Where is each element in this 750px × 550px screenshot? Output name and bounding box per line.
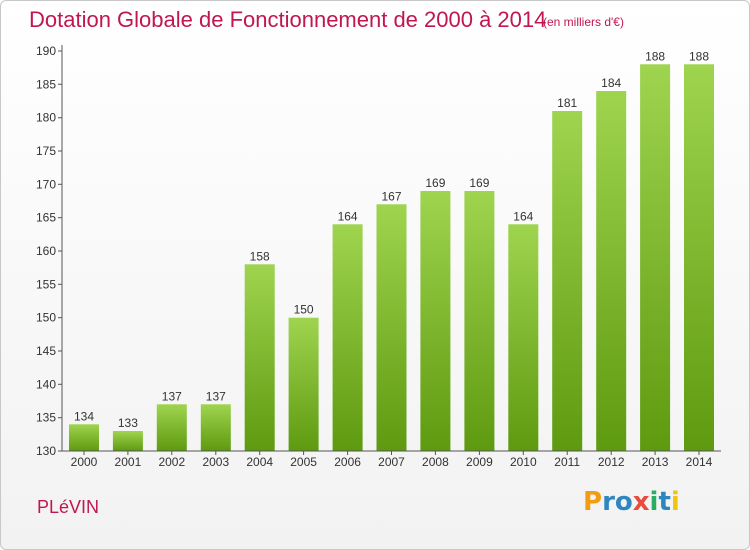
y-tick-label: 155 [36,277,56,291]
x-tick-label: 2005 [290,455,317,469]
y-tick-label: 180 [36,111,56,125]
x-tick-label: 2004 [246,455,273,469]
bar-2012 [596,91,627,451]
data-label-2000: 134 [74,409,94,423]
axes-layer: 2000 2001 2002 2003 2004 2005 2006 2007 2008 2009… [36,44,721,469]
logo-letter: r [602,487,615,517]
data-label-2001: 133 [118,416,138,430]
x-tick-label: 2007 [378,455,405,469]
x-tick-label: 2001 [115,455,142,469]
x-tick-label: 2012 [598,455,625,469]
data-label-2009: 169 [469,176,489,190]
data-label-2012: 184 [601,76,621,90]
x-tick-label: 2008 [422,455,449,469]
proxiti-logo[interactable]: Proxiti [583,487,680,517]
logo-letter: P [583,487,603,517]
logo-letter: i [670,487,680,517]
data-label-2003: 137 [206,389,226,403]
data-label-2004: 158 [250,249,270,263]
data-label-2014: 188 [689,49,709,63]
x-tick-label: 2002 [158,455,185,469]
bar-2006 [332,224,363,451]
y-tick-label: 185 [36,77,56,91]
chart-title: Dotation Globale de Fonctionnement de 20… [29,7,547,32]
y-tick-label: 150 [36,311,56,325]
data-label-2002: 137 [162,389,182,403]
x-tick-label: 2009 [466,455,493,469]
bar-2009 [464,191,495,451]
y-tick-label: 165 [36,211,56,225]
bar-2000 [69,424,99,451]
y-tick-label: 135 [36,411,56,425]
bar-2013 [640,64,671,452]
bar-2005 [288,317,319,451]
y-tick-label: 170 [36,177,56,191]
bar-2011 [552,111,583,451]
data-label-2007: 167 [381,189,401,203]
bar-2007 [376,204,407,451]
data-label-2005: 150 [294,303,314,317]
logo-letter: t [658,487,671,517]
y-tick-label: 190 [36,44,56,58]
x-tick-label: 2013 [642,455,669,469]
logo-letter: i [649,487,659,517]
x-tick-label: 2010 [510,455,537,469]
bar-2008 [420,191,451,451]
data-label-2011: 181 [557,96,577,110]
bar-2010 [508,224,539,451]
data-label-2013: 188 [645,49,665,63]
bar-2003 [200,404,231,451]
x-tick-label: 2003 [202,455,229,469]
bars-layer: 134 133 137 137 158 150 164 167 169 169 164 181 184 1… [69,49,714,452]
bar-2001 [112,431,143,451]
bar-2002 [156,404,187,451]
y-tick-label: 160 [36,244,56,258]
x-tick-label: 2006 [334,455,361,469]
x-tick-label: 2014 [686,455,713,469]
y-tick-label: 175 [36,144,56,158]
x-tick-label: 2000 [71,455,98,469]
logo-letter: o [614,487,633,517]
data-label-2006: 164 [338,209,358,223]
commune-name: PLéVIN [37,497,100,517]
bar-2004 [244,264,275,451]
y-tick-label: 145 [36,344,56,358]
y-tick-label: 130 [36,444,56,458]
data-label-2008: 169 [425,176,445,190]
y-tick-label: 140 [36,377,56,391]
bar-2014 [684,64,714,452]
data-label-2010: 164 [513,209,533,223]
logo-letter: x [632,487,650,517]
x-tick-label: 2011 [554,455,580,469]
chart-subtitle: (en milliers d'€) [543,15,624,29]
